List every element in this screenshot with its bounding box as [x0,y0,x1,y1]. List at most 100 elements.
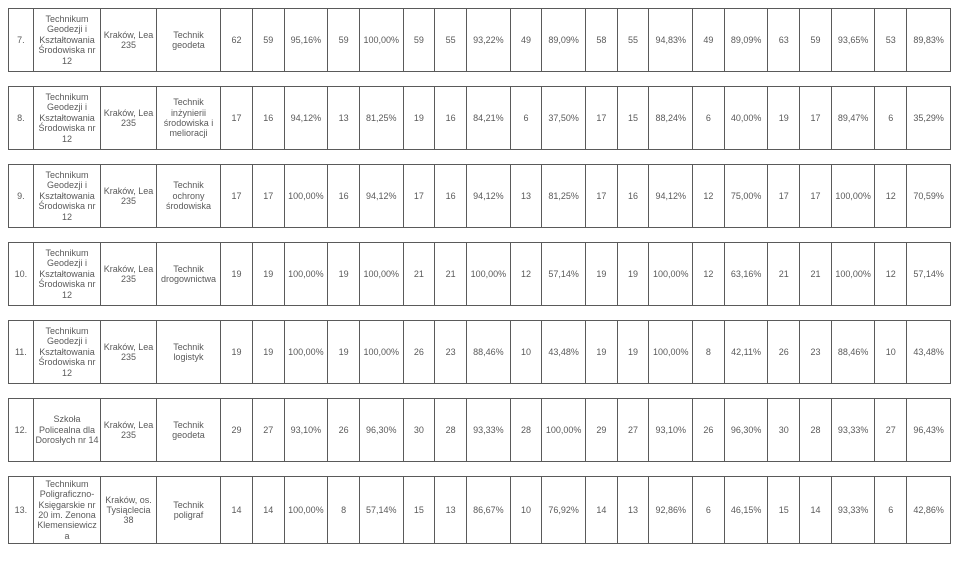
value-cell: 17 [585,87,617,150]
value-cell: 88,46% [467,321,511,384]
school-address: Kraków, Lea 235 [101,165,157,228]
value-cell: 12 [875,165,907,228]
value-cell: 29 [221,399,253,462]
value-cell: 100,00% [359,321,403,384]
value-cell: 26 [403,321,435,384]
value-cell: 19 [252,243,284,306]
value-cell: 55 [435,9,467,72]
value-cell: 42,86% [907,477,951,544]
value-cell: 14 [221,477,253,544]
value-cell: 89,09% [542,9,586,72]
value-cell: 10 [510,321,542,384]
value-cell: 6 [693,87,725,150]
value-cell: 93,33% [831,477,875,544]
value-cell: 35,29% [907,87,951,150]
row-number: 8. [9,87,34,150]
value-cell: 26 [768,321,800,384]
value-cell: 63 [768,9,800,72]
value-cell: 19 [221,321,253,384]
value-cell: 84,21% [467,87,511,150]
school-name: Technikum Geodezji i Kształtowania Środo… [33,87,100,150]
value-cell: 27 [617,399,649,462]
value-cell: 57,14% [542,243,586,306]
value-cell: 19 [617,321,649,384]
value-cell: 100,00% [284,321,328,384]
row-number: 10. [9,243,34,306]
value-cell: 15 [768,477,800,544]
value-cell: 59 [328,9,360,72]
value-cell: 94,12% [284,87,328,150]
value-cell: 14 [585,477,617,544]
value-cell: 92,86% [649,477,693,544]
value-cell: 43,48% [542,321,586,384]
value-cell: 100,00% [831,243,875,306]
value-cell: 63,16% [724,243,768,306]
table-row: 13.Technikum Poligraficzno-Księgarskie n… [8,476,951,544]
value-cell: 17 [403,165,435,228]
value-cell: 100,00% [359,9,403,72]
specialization: Technik geodeta [156,9,220,72]
row-number: 9. [9,165,34,228]
value-cell: 89,83% [907,9,951,72]
school-address: Kraków, Lea 235 [101,9,157,72]
value-cell: 15 [403,477,435,544]
value-cell: 93,10% [649,399,693,462]
value-cell: 53 [875,9,907,72]
row-number: 7. [9,9,34,72]
table-row: 9.Technikum Geodezji i Kształtowania Śro… [8,164,951,228]
value-cell: 17 [252,165,284,228]
value-cell: 19 [252,321,284,384]
specialization: Technik ochrony środowiska [156,165,220,228]
value-cell: 6 [875,87,907,150]
value-cell: 57,14% [359,477,403,544]
value-cell: 16 [328,165,360,228]
specialization: Technik inżynierii środowiska i meliorac… [156,87,220,150]
value-cell: 6 [875,477,907,544]
value-cell: 13 [328,87,360,150]
value-cell: 42,11% [724,321,768,384]
value-cell: 49 [693,9,725,72]
school-name: Technikum Poligraficzno-Księgarskie nr 2… [33,477,100,544]
value-cell: 28 [800,399,832,462]
value-cell: 96,43% [907,399,951,462]
value-cell: 93,10% [284,399,328,462]
table-row: 8.Technikum Geodezji i Kształtowania Śro… [8,86,951,150]
value-cell: 89,47% [831,87,875,150]
value-cell: 17 [585,165,617,228]
value-cell: 16 [252,87,284,150]
value-cell: 27 [252,399,284,462]
school-address: Kraków, Lea 235 [101,87,157,150]
value-cell: 62 [221,9,253,72]
value-cell: 21 [800,243,832,306]
value-cell: 17 [221,87,253,150]
school-name: Technikum Geodezji i Kształtowania Środo… [33,165,100,228]
value-cell: 57,14% [907,243,951,306]
value-cell: 28 [435,399,467,462]
value-cell: 19 [768,87,800,150]
value-cell: 94,12% [649,165,693,228]
specialization: Technik geodeta [156,399,220,462]
value-cell: 81,25% [542,165,586,228]
value-cell: 17 [800,87,832,150]
value-cell: 23 [800,321,832,384]
value-cell: 28 [510,399,542,462]
value-cell: 100,00% [649,243,693,306]
value-cell: 17 [768,165,800,228]
value-cell: 21 [768,243,800,306]
value-cell: 19 [328,243,360,306]
value-cell: 16 [435,87,467,150]
value-cell: 17 [221,165,253,228]
value-cell: 93,33% [831,399,875,462]
value-cell: 16 [435,165,467,228]
value-cell: 94,12% [359,165,403,228]
value-cell: 19 [403,87,435,150]
specialization: Technik poligraf [156,477,220,544]
value-cell: 70,59% [907,165,951,228]
value-cell: 40,00% [724,87,768,150]
value-cell: 88,24% [649,87,693,150]
value-cell: 95,16% [284,9,328,72]
value-cell: 23 [435,321,467,384]
value-cell: 12 [693,165,725,228]
value-cell: 21 [403,243,435,306]
value-cell: 12 [693,243,725,306]
